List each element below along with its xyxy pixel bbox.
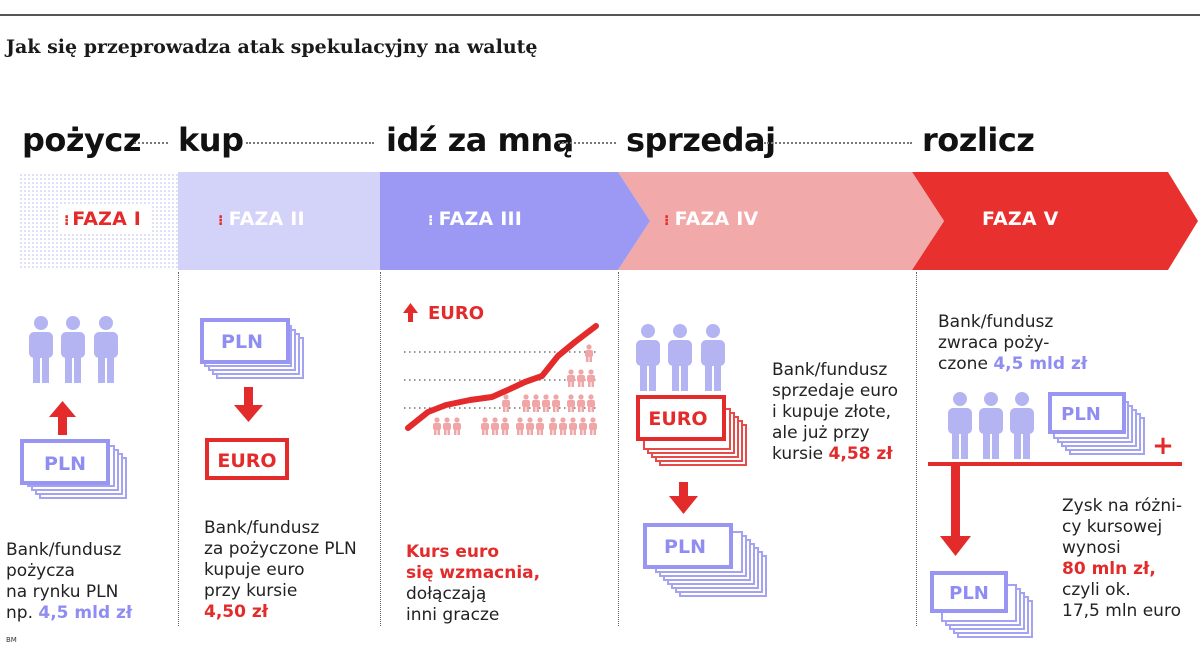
chevron-icon: ⁝ (428, 213, 439, 229)
rising-trend-line (405, 323, 599, 431)
euro-label: EURO (217, 450, 276, 472)
euro-up-label: EURO (428, 303, 484, 324)
arrow-up-icon (403, 303, 418, 322)
pln-stack-icon (930, 571, 1033, 638)
verb-borrow: pożycz (22, 121, 141, 159)
phase-1-description: Bank/fundusz pożycza na rynku PLN np. 4,… (6, 540, 133, 623)
dotted-leader (134, 142, 168, 144)
chevron-icon: ⁝ (664, 213, 675, 229)
phase-2-label: ⁝ FAZA II (218, 208, 305, 230)
chart-gridlines (404, 351, 598, 409)
verb-sell: sprzedaj (626, 121, 776, 159)
pln-label: PLN (1061, 404, 1101, 425)
phase-5-arrow (912, 172, 1198, 270)
dotted-leader (246, 142, 374, 144)
phase-4-arrow (618, 172, 944, 270)
verb-buy: kup (178, 121, 244, 159)
phase-1-label: ⁝ FAZA I (64, 208, 142, 230)
phase-3-description: Kurs euro się wzmacnia, dołączają inni g… (406, 542, 541, 625)
phase-2-arrow (178, 172, 380, 270)
phase-5-label: FAZA V (982, 208, 1059, 230)
phase-5-profit-description: Zysk na różni- cy kursowej wynosi 80 mln… (1062, 496, 1182, 621)
plus-icon: + (1152, 431, 1174, 461)
verb-follow-me: idź za mną (386, 121, 574, 159)
phase-1-label-box (58, 206, 150, 232)
arrow-down-icon (234, 387, 263, 422)
column-separator (178, 272, 179, 626)
euro-label: EURO (648, 408, 707, 430)
euro-box-icon (205, 438, 289, 480)
phase-4-label: ⁝ FAZA IV (664, 208, 759, 230)
chevron-icon: ⁝ (64, 213, 73, 229)
page-title: Jak się przeprowadza atak spekulacyjny n… (6, 36, 538, 58)
pln-stack-icon (1048, 392, 1145, 455)
phase-band (18, 172, 1198, 270)
pln-label: PLN (664, 536, 706, 558)
pln-label: PLN (44, 453, 86, 475)
phase-5-return-description: Bank/fundusz zwraca poży- czone 4,5 mld … (938, 312, 1088, 374)
top-rule (0, 14, 1200, 16)
dotted-leader (764, 142, 912, 144)
phase-3-label: ⁝ FAZA III (428, 208, 523, 230)
divider-line (928, 462, 1182, 466)
pln-stack-icon (200, 318, 304, 379)
phase-3-arrow (380, 172, 650, 270)
crowd-icon (433, 344, 597, 435)
pln-stack-icon (643, 523, 767, 597)
arrow-down-icon (669, 482, 698, 514)
euro-stack-icon (636, 395, 747, 466)
arrow-down-icon (940, 466, 971, 556)
author-initials: BM (6, 636, 17, 644)
people-icon (636, 324, 725, 391)
people-icon (29, 316, 118, 383)
chevron-icon: ⁝ (218, 213, 229, 229)
people-icon (948, 392, 1034, 459)
pln-label: PLN (221, 331, 263, 353)
phase-4-description: Bank/fundusz sprzedaje euro i kupuje zło… (772, 360, 899, 464)
verb-settle: rozlicz (922, 121, 1035, 159)
column-separator (916, 272, 917, 626)
dotted-leader (558, 142, 616, 144)
pln-label: PLN (949, 583, 989, 604)
column-separator (380, 272, 381, 626)
pln-stack-icon (20, 439, 127, 499)
arrow-up-icon (49, 401, 76, 435)
column-separator (618, 272, 619, 626)
phase-2-description: Bank/fundusz za pożyczone PLN kupuje eur… (204, 518, 357, 622)
